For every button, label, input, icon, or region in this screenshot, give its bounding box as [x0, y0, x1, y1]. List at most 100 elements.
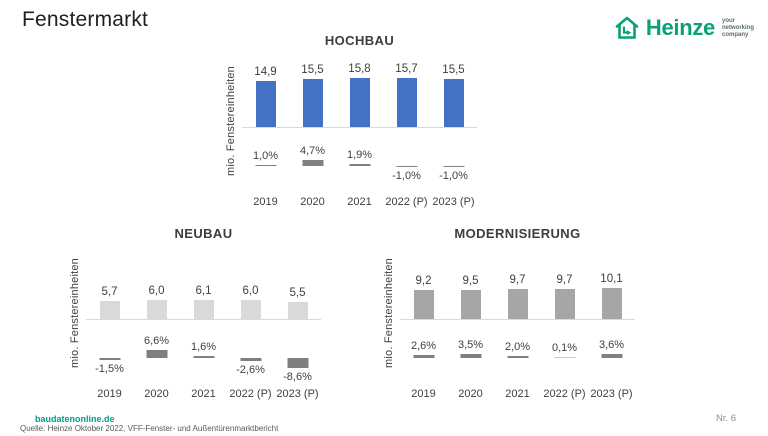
pct-change-bar [240, 358, 261, 361]
baudatenonline-link[interactable]: baudatenonline.de [35, 414, 115, 424]
bar [349, 78, 370, 127]
year-label: 2020 [300, 196, 325, 208]
bar-row: 5,7 6,0 6,1 6,0 5,5 [86, 244, 321, 319]
pct-change-bar [443, 166, 464, 167]
bar-value-label: 10,1 [600, 273, 623, 285]
bar-row: 9,2 9,5 9,7 9,7 10,1 [400, 244, 635, 319]
pct-change-cell: 2,0% [494, 334, 541, 384]
pct-change-bar [601, 354, 622, 358]
year-label: 2019 [97, 388, 122, 400]
page-title: Fenstermarkt [22, 8, 149, 31]
bar-cell: 5,5 [274, 287, 321, 319]
tagline-line: networking [721, 24, 754, 31]
chart-neubau: mio. Fenstereinheiten NEUBAU 5,7 6,0 6,1 6,… [64, 226, 321, 400]
pct-change-cell: 1,0% [242, 142, 289, 192]
pct-change-cell: -8,6% [274, 334, 321, 384]
pct-change-cell: -1,5% [86, 334, 133, 384]
year-label: 2019 [411, 388, 436, 400]
bar-cell: 5,7 [86, 286, 133, 319]
year-label: 2023 (P) [432, 196, 475, 208]
chart-title: NEUBAU [174, 226, 233, 241]
year-label: 2023 (P) [590, 388, 633, 400]
bar-value-label: 15,8 [348, 63, 371, 75]
tagline-line: your [721, 17, 735, 24]
bar-cell: 6,1 [180, 285, 227, 319]
bar [302, 79, 323, 127]
pct-change-bar [396, 166, 417, 167]
pct-change-bar [287, 358, 308, 368]
bar [554, 289, 575, 319]
x-axis-line [400, 319, 635, 320]
bar-cell: 15,5 [430, 64, 477, 127]
pct-change-label: 3,6% [598, 339, 625, 351]
pct-change-bar [349, 164, 370, 166]
bar-value-label: 15,5 [442, 64, 465, 76]
year-label: 2023 (P) [276, 388, 319, 400]
pct-change-row: 2,6% 3,5% 2,0% 0,1% 3,6% [400, 334, 635, 384]
pct-change-bar [99, 358, 120, 360]
pct-change-bar [460, 354, 481, 358]
bar-cell: 15,8 [336, 63, 383, 127]
bar-value-label: 5,7 [101, 286, 118, 298]
year-row: 2019 2020 2021 2022 (P) 2023 (P) [400, 388, 635, 400]
pct-change-bar [554, 357, 575, 358]
y-axis-label-col: mio. Fenstereinheiten [64, 226, 86, 400]
pct-change-bar [146, 350, 167, 358]
pct-change-cell: 3,6% [588, 334, 635, 384]
bar-cell: 9,2 [400, 275, 447, 319]
bar-cell: 15,7 [383, 63, 430, 127]
pct-change-bar [413, 355, 434, 358]
pct-change-cell: 4,7% [289, 142, 336, 192]
pct-change-label: -1,5% [95, 363, 124, 375]
year-label: 2019 [253, 196, 278, 208]
y-axis-label-col: mio. Fenstereinheiten [220, 33, 242, 208]
chart-modernisierung: mio. Fenstereinheiten MODERNISIERUNG 9,2… [378, 226, 635, 400]
bar [460, 290, 481, 319]
slide-number: Nr. 6 [716, 413, 737, 424]
pct-change-label: -8,6% [283, 371, 312, 383]
pct-change-cell: 6,6% [133, 334, 180, 384]
bar-cell: 14,9 [242, 66, 289, 127]
year-label: 2022 (P) [543, 388, 586, 400]
pct-change-cell: 1,6% [180, 334, 227, 384]
bar-row: 14,9 15,5 15,8 15,7 15,5 [242, 51, 477, 127]
chart-hochbau: mio. Fenstereinheiten HOCHBAU 14,9 15,5 15… [220, 33, 477, 208]
pct-change-cell: 1,9% [336, 142, 383, 192]
heinze-tagline: your networking company [722, 18, 754, 39]
pct-change-label: 3,5% [457, 339, 484, 351]
pct-change-label: 6,6% [143, 335, 170, 347]
bar-cell: 9,5 [447, 275, 494, 319]
pct-change-bar [193, 356, 214, 358]
pct-change-label: 2,0% [504, 341, 531, 353]
pct-change-label: 1,0% [252, 150, 279, 162]
bar [193, 300, 214, 319]
bar [507, 289, 528, 319]
bar [443, 79, 464, 127]
y-axis-label: mio. Fenstereinheiten [383, 258, 395, 368]
bar [287, 302, 308, 319]
bar-value-label: 9,2 [415, 275, 432, 287]
bar [413, 290, 434, 319]
pct-change-label: -2,6% [236, 364, 265, 376]
pct-change-cell: 2,6% [400, 334, 447, 384]
bar-value-label: 6,0 [242, 285, 259, 297]
pct-change-cell: -1,0% [383, 142, 430, 192]
bar-value-label: 6,1 [195, 285, 212, 297]
bar-value-label: 6,0 [148, 285, 165, 297]
bar [99, 301, 120, 319]
year-label: 2020 [144, 388, 169, 400]
pct-change-label: 1,9% [346, 149, 373, 161]
pct-change-bar [507, 356, 528, 358]
tagline-line: company [721, 31, 749, 38]
year-label: 2021 [505, 388, 530, 400]
bar-value-label: 9,7 [556, 274, 573, 286]
bar-value-label: 14,9 [254, 66, 277, 78]
pct-change-label: -1,0% [439, 170, 468, 182]
bar [255, 81, 276, 127]
chart-title: MODERNISIERUNG [454, 226, 581, 241]
y-axis-label: mio. Fenstereinheiten [225, 65, 237, 176]
bar-value-label: 15,7 [395, 63, 418, 75]
bar-value-label: 5,5 [289, 287, 306, 299]
year-label: 2020 [458, 388, 483, 400]
pct-change-cell: 0,1% [541, 334, 588, 384]
